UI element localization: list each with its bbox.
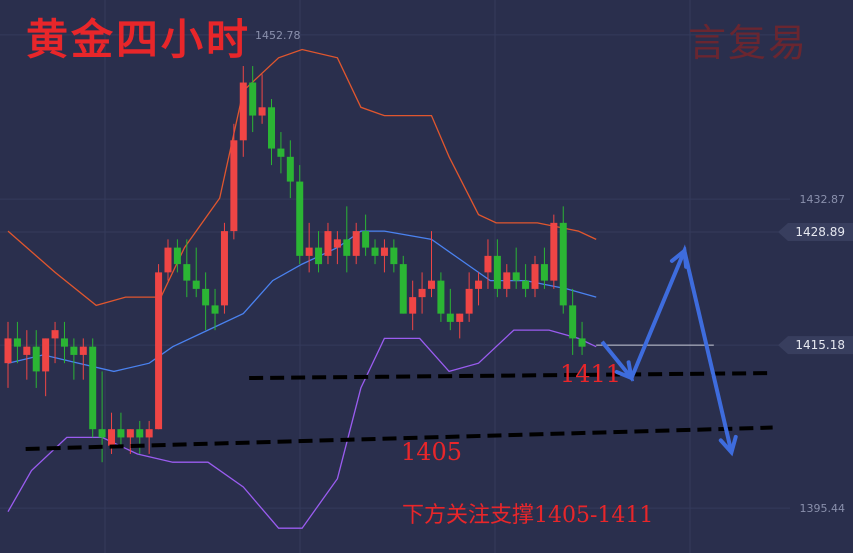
- candle-body: [522, 280, 530, 289]
- candle-body: [136, 429, 144, 438]
- candle-body: [324, 231, 332, 256]
- chart-title: 黄金四小时: [26, 15, 252, 64]
- candle-body: [456, 313, 464, 322]
- price-tag-label: 1428.89: [795, 225, 845, 239]
- support-label-1411: 1411: [560, 360, 622, 388]
- candle-body: [493, 255, 501, 289]
- candle-body: [42, 338, 50, 372]
- candle-body: [550, 222, 558, 281]
- support-note: 下方关注支撑1405-1411: [402, 503, 654, 528]
- projection-arrowhead-up: [669, 247, 689, 269]
- candle-body: [183, 264, 191, 281]
- support-dashed-line: [249, 371, 773, 381]
- candle-body: [277, 148, 285, 157]
- y-tick-label: 1432.87: [800, 193, 846, 206]
- candle-body: [418, 288, 426, 298]
- candle-body: [296, 181, 304, 256]
- candle-body: [578, 338, 586, 347]
- candle-body: [305, 247, 313, 256]
- projection-path: [600, 244, 734, 453]
- candle-body: [268, 107, 276, 149]
- candle-body: [145, 429, 153, 438]
- candle-body: [343, 239, 351, 256]
- candle-body: [98, 429, 106, 438]
- candle-body: [409, 297, 417, 314]
- price-tag-box: [778, 223, 853, 242]
- price-tag-box: [778, 336, 853, 355]
- candle-body: [230, 140, 238, 232]
- candle-body: [4, 338, 12, 364]
- candle-body: [352, 231, 360, 256]
- candle-body: [286, 156, 294, 182]
- price-tag-label: 1415.18: [795, 338, 845, 352]
- candle-body: [258, 107, 266, 116]
- candle-body: [333, 239, 341, 248]
- projection-arrowhead-final: [718, 434, 738, 457]
- candle-body: [380, 247, 388, 256]
- candle-body: [399, 264, 407, 314]
- candle-body: [60, 338, 68, 347]
- y-tick-label: 1452.78: [255, 29, 301, 42]
- candle-body: [126, 429, 134, 438]
- candle-body: [117, 429, 125, 438]
- candle-body: [512, 272, 520, 281]
- candle-body: [569, 305, 577, 339]
- support-label-1405: 1405: [401, 438, 463, 466]
- candle-body: [239, 82, 247, 141]
- brand-watermark: 言复易: [688, 21, 809, 65]
- candle-body: [23, 346, 31, 355]
- candle-body: [173, 247, 181, 265]
- candle-body: [427, 280, 435, 289]
- candle-body: [315, 247, 323, 265]
- candle-body: [79, 346, 87, 355]
- candle-body: [390, 247, 398, 265]
- candle-body: [89, 346, 97, 430]
- candle-body: [540, 264, 548, 281]
- candle-body: [446, 313, 454, 322]
- candle-body: [475, 280, 483, 289]
- candle-body: [484, 255, 492, 273]
- candle-body: [371, 247, 379, 256]
- candle-body: [503, 272, 511, 289]
- candle-body: [108, 429, 116, 446]
- candle-body: [192, 280, 200, 289]
- candle-body: [13, 338, 21, 347]
- candle-body: [51, 330, 59, 339]
- candle-body: [437, 280, 445, 314]
- candle-body: [202, 288, 210, 306]
- candle-body: [465, 288, 473, 314]
- support-dashed-line: [25, 425, 773, 452]
- middle-bollinger-band: [7, 230, 597, 373]
- upper-bollinger-band: [7, 48, 597, 307]
- candle-body: [249, 82, 257, 116]
- candle-body: [211, 305, 219, 314]
- candle-body: [155, 272, 163, 430]
- candle-body: [32, 346, 40, 372]
- candle-body: [531, 264, 539, 289]
- candle-body: [164, 247, 172, 273]
- lower-bollinger-band: [7, 329, 597, 529]
- candle-body: [70, 346, 78, 355]
- candle-body: [220, 231, 228, 306]
- candle-body: [559, 222, 567, 306]
- y-tick-label: 1395.44: [800, 502, 846, 515]
- projection-arrowhead-down: [614, 360, 635, 382]
- candle-body: [362, 231, 370, 248]
